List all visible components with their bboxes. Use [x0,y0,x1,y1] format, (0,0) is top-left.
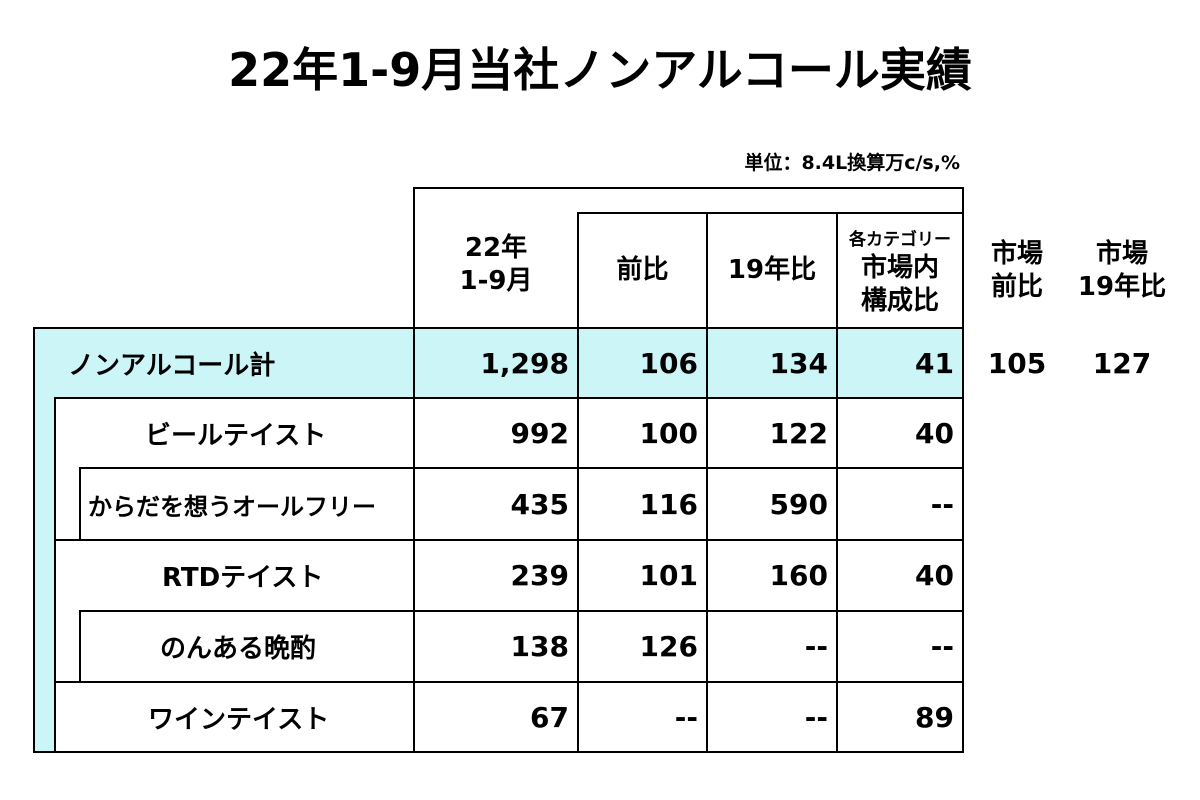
cell-yoy: 100 [639,416,698,450]
cell-share: 40 [915,559,954,592]
header-vs19: 19年比 [727,255,817,285]
row-label: のんある晩酌 [160,634,317,664]
header-market-yoy: 市場 前比 [990,239,1043,302]
cell-sales: 239 [510,559,569,592]
cell-share: -- [930,487,954,521]
cell-market-vs19: 127 [1092,346,1152,380]
cell-vs19: 122 [769,416,828,450]
cell-market-yoy: 105 [987,346,1047,380]
cell-yoy: -- [674,700,698,734]
indent-strip-highlight [33,398,55,752]
page-title: 22年1-9月当社ノンアルコール実績 [228,43,972,97]
cell-sales: 1,298 [480,346,569,380]
cell-yoy: 126 [639,630,698,663]
header-category-share: 各カテゴリー 市場内 構成比 [849,229,951,316]
cell-share: 89 [915,700,954,734]
header-sales: 22年 1-9月 [459,233,533,296]
cell-share: 41 [915,346,954,380]
cell-yoy: 101 [639,559,698,592]
cell-sales: 138 [510,630,569,663]
unit-note: 単位：8.4L換算万c/s,% [744,152,960,174]
cell-sales: 67 [530,700,569,734]
cell-sales: 992 [510,416,569,450]
row-label: ノンアルコール計 [68,350,276,381]
row-label: ビールテイスト [145,420,327,451]
cell-vs19: 590 [769,487,828,521]
cell-vs19: -- [804,700,828,734]
row-label: RTDテイスト [162,563,324,593]
total-row-highlight [33,328,963,398]
cell-vs19: 160 [769,559,828,592]
cell-yoy: 116 [639,487,698,521]
header-yoy: 前比 [616,255,669,285]
cell-yoy: 106 [639,346,698,380]
row-label: ワインテイスト [148,704,330,735]
cell-vs19: -- [804,630,828,663]
header-market-vs19: 市場 19年比 [1077,239,1167,302]
cell-share: -- [930,630,954,663]
cell-sales: 435 [510,487,569,521]
cell-share: 40 [915,416,954,450]
row-label: からだを想うオールフリー [88,492,376,521]
cell-vs19: 134 [769,346,828,380]
